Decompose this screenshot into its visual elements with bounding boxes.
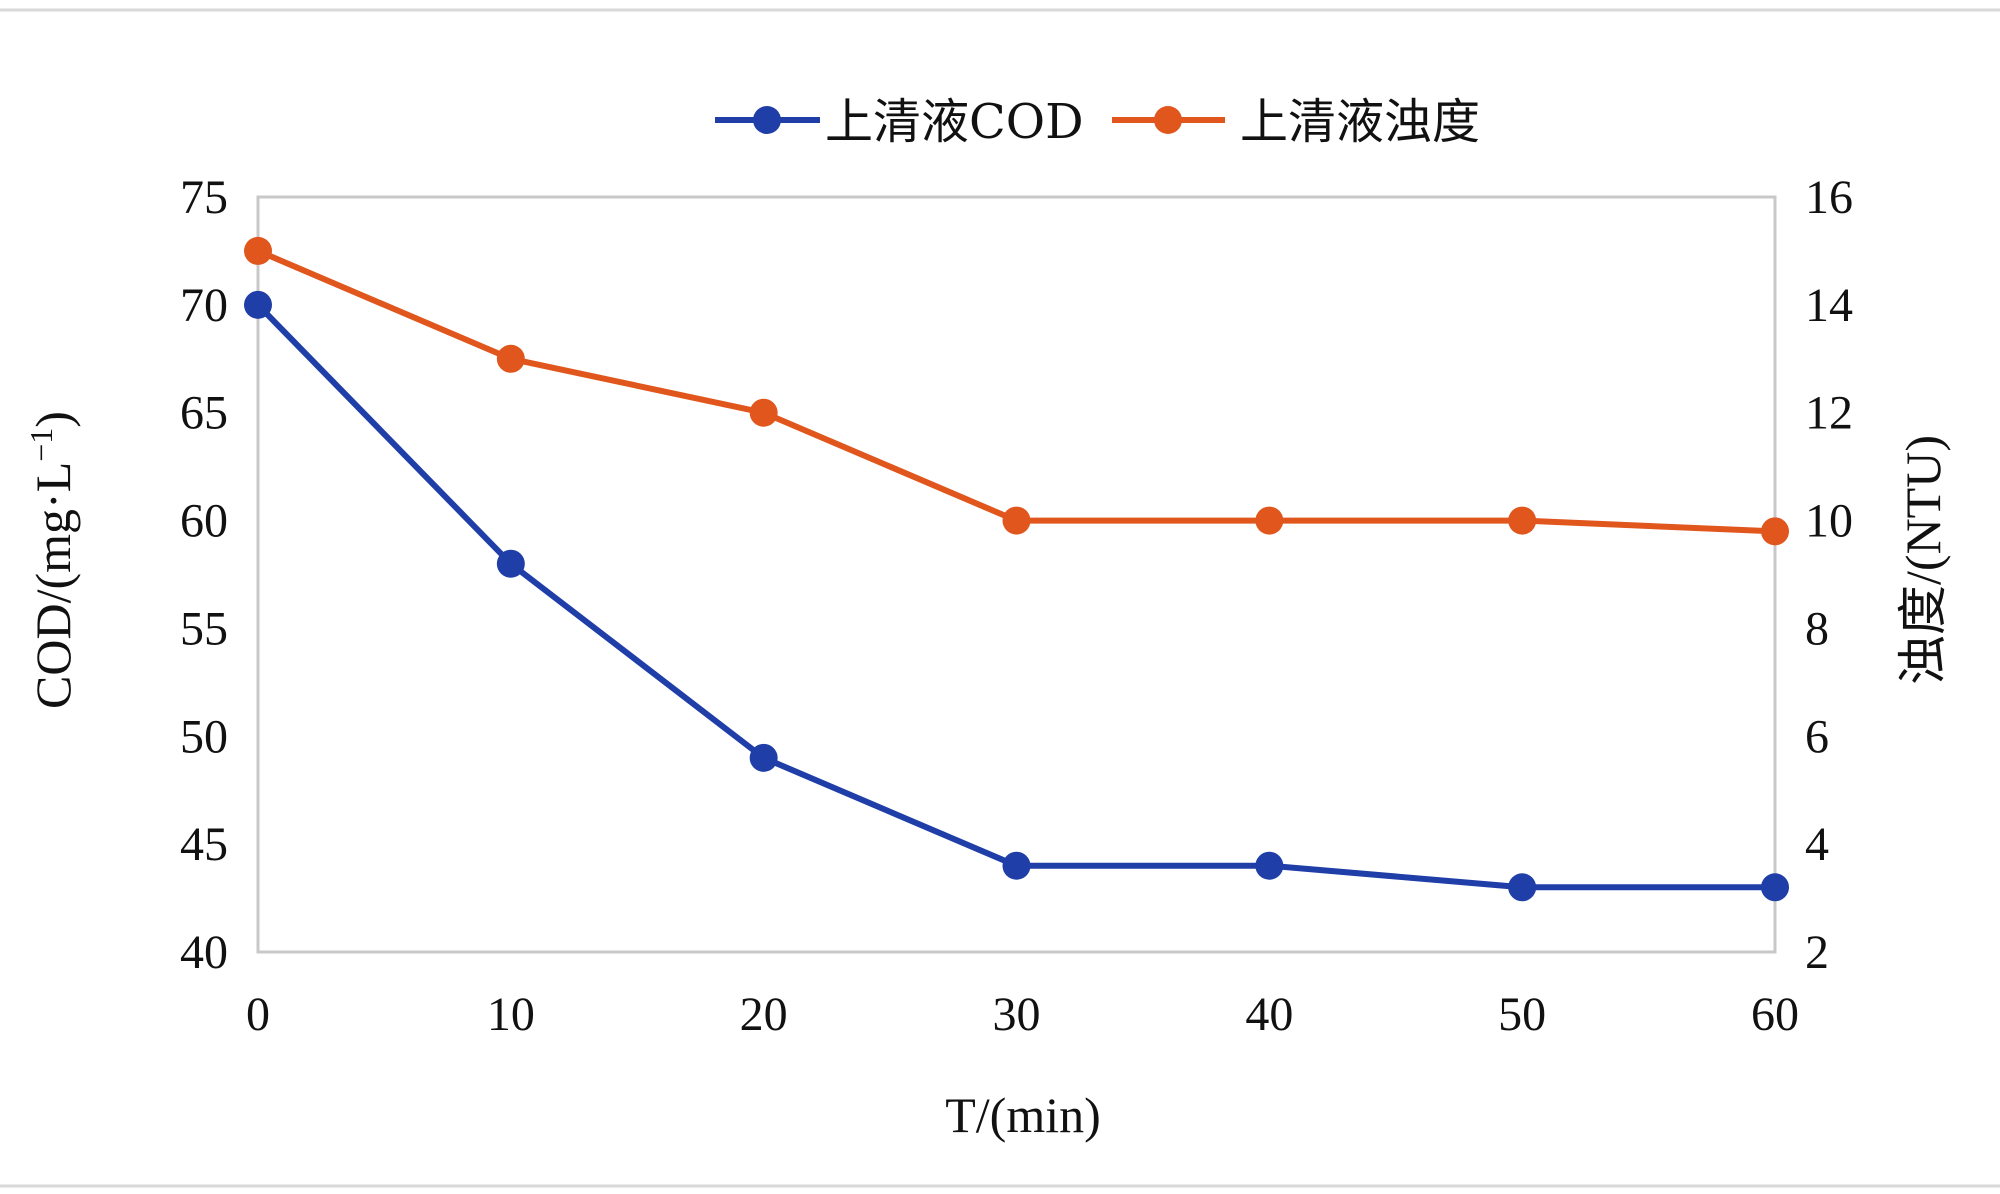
data-point-turbidity [1002, 506, 1031, 535]
y-left-tick-label: 55 [180, 602, 228, 655]
data-point-cod [244, 290, 272, 319]
legend: 上清液COD 上清液浊度 [715, 94, 1480, 150]
y-right-tick-label: 16 [1805, 171, 1853, 224]
legend-turbidity-label: 上清液浊度 [1240, 94, 1480, 150]
x-axis-title: T/(min) [945, 1087, 1101, 1143]
y-left-tick-label: 45 [180, 818, 228, 871]
data-point-turbidity [1761, 517, 1789, 546]
x-tick-label: 60 [1751, 988, 1799, 1041]
y-right-tick-label: 12 [1805, 387, 1853, 440]
y-left-tick-label: 50 [180, 710, 228, 763]
legend-cod-marker [753, 106, 781, 134]
plot-area-frame [256, 195, 1777, 954]
y-left-tick-label: 60 [180, 495, 228, 548]
data-point-cod [496, 549, 525, 578]
y-left-tick-label: 40 [180, 926, 228, 979]
x-tick-label: 0 [246, 988, 270, 1041]
data-point-cod [1002, 851, 1031, 880]
x-tick-label: 50 [1498, 988, 1546, 1041]
x-tick-label: 40 [1245, 988, 1293, 1041]
data-point-turbidity [749, 398, 778, 427]
legend-turbidity-marker [1154, 106, 1182, 134]
y-left-tick-label: 65 [180, 387, 228, 440]
x-axis-ticks: 0 10 20 30 40 50 60 [246, 988, 1799, 1041]
data-point-turbidity [1508, 506, 1537, 535]
y-right-tick-label: 6 [1805, 710, 1829, 763]
y-right-axis-title: 浊度/(NTU) [1895, 435, 1951, 685]
legend-cod-label: 上清液COD [825, 94, 1084, 150]
y-left-tick-label: 75 [180, 171, 228, 224]
y-right-tick-label: 4 [1805, 818, 1829, 871]
y-left-axis-title-close: ) [25, 411, 81, 428]
y-left-tick-label: 70 [180, 279, 228, 332]
data-point-cod [1761, 873, 1789, 902]
series-line-cod [255, 302, 1775, 891]
y-left-axis-title: COD/(mg·L−1) [23, 411, 81, 709]
data-point-turbidity [496, 344, 525, 373]
data-point-cod [1508, 873, 1537, 902]
y-right-tick-label: 14 [1805, 279, 1853, 332]
y-left-axis-title-superscript: −1 [23, 428, 59, 462]
x-tick-label: 10 [487, 988, 535, 1041]
data-point-cod [749, 743, 778, 772]
x-tick-label: 30 [993, 988, 1041, 1041]
y-right-axis-ticks: 2 4 6 8 10 12 14 16 [1805, 171, 1853, 979]
data-point-turbidity [1255, 506, 1284, 535]
y-right-tick-label: 8 [1805, 602, 1829, 655]
y-left-axis-ticks: 40 45 50 55 60 65 70 75 [180, 171, 228, 979]
series-layer [244, 236, 1789, 902]
data-point-turbidity [244, 236, 272, 265]
y-left-axis-title-main: COD/(mg·L [25, 462, 81, 709]
y-right-tick-label: 2 [1805, 926, 1829, 979]
data-point-cod [1255, 851, 1284, 880]
y-right-tick-label: 10 [1805, 495, 1853, 548]
x-tick-label: 20 [740, 988, 788, 1041]
series-line-turbidity [256, 248, 1776, 535]
